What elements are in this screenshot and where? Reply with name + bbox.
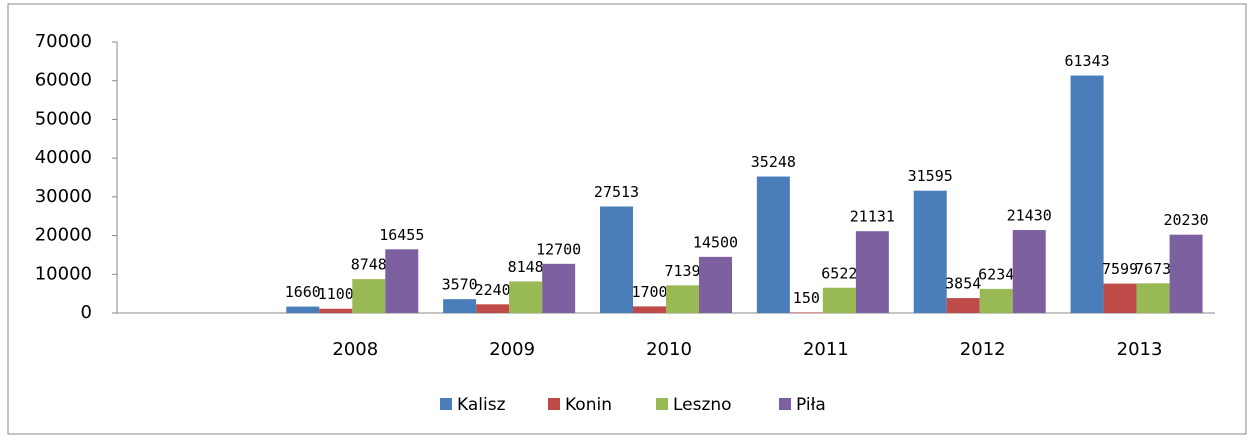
bar xyxy=(1070,75,1104,313)
bar xyxy=(855,231,889,313)
bar xyxy=(756,176,790,313)
x-tick-label: 2008 xyxy=(332,339,378,360)
bar xyxy=(385,249,419,313)
x-tick-label: 2013 xyxy=(1117,339,1163,360)
data-label: 8148 xyxy=(508,258,544,276)
data-label: 6234 xyxy=(978,265,1014,283)
legend-label: Piła xyxy=(796,395,826,415)
data-label: 3854 xyxy=(945,275,981,293)
x-tick-label: 2009 xyxy=(489,339,535,360)
data-label: 7673 xyxy=(1135,260,1171,278)
data-label: 1700 xyxy=(631,283,667,301)
data-label: 7139 xyxy=(664,262,700,280)
bar xyxy=(542,263,576,313)
data-label: 1100 xyxy=(318,285,354,303)
bar xyxy=(319,308,353,313)
bar xyxy=(443,299,477,313)
data-label: 1660 xyxy=(285,283,321,301)
bar xyxy=(476,304,510,313)
legend-swatch xyxy=(656,398,668,410)
legend-label: Konin xyxy=(565,395,612,415)
legend-label: Kalisz xyxy=(457,395,506,415)
bar xyxy=(1103,283,1137,313)
y-tick-label: 20000 xyxy=(35,225,92,246)
bar xyxy=(352,279,386,313)
data-label: 31595 xyxy=(908,167,953,185)
data-label: 20230 xyxy=(1163,211,1208,229)
legend-swatch xyxy=(440,398,452,410)
data-label: 14500 xyxy=(693,233,738,251)
bar xyxy=(1136,283,1170,313)
bar xyxy=(822,287,856,313)
x-tick-label: 2012 xyxy=(960,339,1006,360)
y-tick-label: 10000 xyxy=(35,263,92,284)
data-label: 7599 xyxy=(1102,260,1138,278)
bar xyxy=(286,306,320,313)
x-tick-label: 2010 xyxy=(646,339,692,360)
bar xyxy=(946,298,980,313)
x-tick-label: 2011 xyxy=(803,339,849,360)
bar xyxy=(666,285,699,313)
bar xyxy=(789,312,823,313)
y-tick-label: 30000 xyxy=(35,186,92,207)
data-label: 27513 xyxy=(594,183,639,201)
bar xyxy=(509,281,543,313)
y-tick-label: 70000 xyxy=(35,31,92,52)
y-tick-label: 0 xyxy=(81,302,92,323)
data-label: 16455 xyxy=(379,226,424,244)
bar xyxy=(913,190,947,313)
data-label: 6522 xyxy=(821,264,857,282)
bar xyxy=(699,256,732,313)
data-label: 2240 xyxy=(475,281,511,299)
bar xyxy=(1169,234,1203,313)
y-tick-label: 60000 xyxy=(35,70,92,91)
data-label: 150 xyxy=(793,289,820,307)
y-tick-label: 50000 xyxy=(35,108,92,129)
data-label: 21131 xyxy=(850,208,895,226)
legend-swatch xyxy=(779,398,791,410)
bar xyxy=(633,306,666,313)
data-label: 12700 xyxy=(536,240,581,258)
y-tick-label: 40000 xyxy=(35,147,92,168)
data-label: 61343 xyxy=(1064,52,1109,70)
legend-label: Leszno xyxy=(673,395,732,415)
bar xyxy=(600,206,633,313)
data-label: 8748 xyxy=(351,256,387,274)
bar xyxy=(979,288,1013,313)
data-label: 35248 xyxy=(751,153,796,171)
bar xyxy=(1012,230,1046,313)
legend-swatch xyxy=(548,398,560,410)
data-label: 21430 xyxy=(1007,207,1052,225)
data-label: 3570 xyxy=(442,276,478,294)
